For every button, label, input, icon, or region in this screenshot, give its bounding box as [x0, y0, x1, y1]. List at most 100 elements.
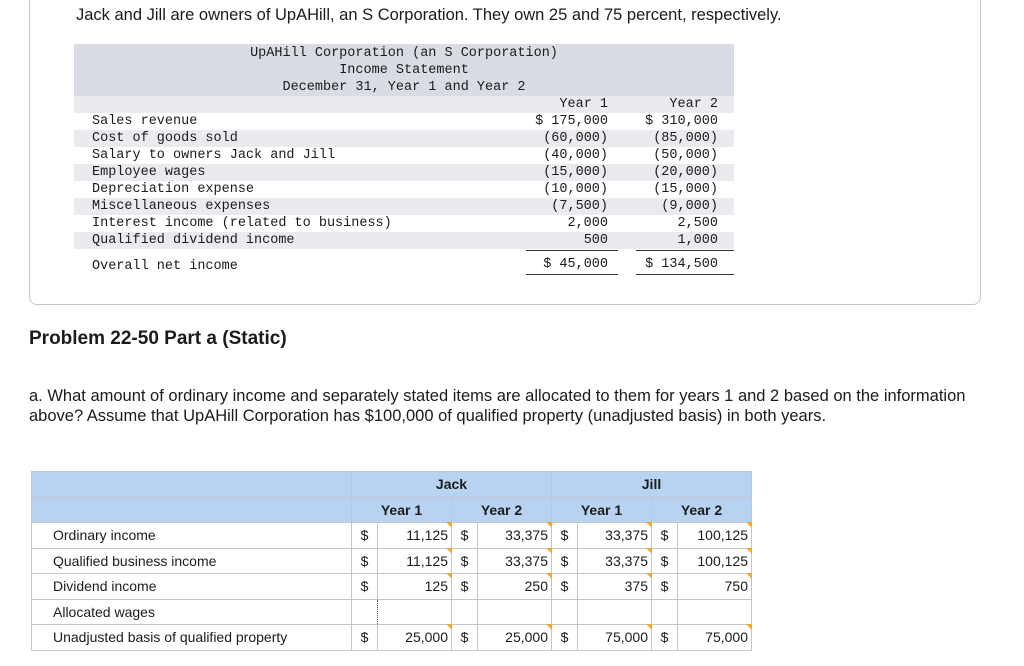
answer-input[interactable] [677, 598, 752, 625]
row-label: Employee wages [92, 165, 206, 180]
currency-symbol: $ [451, 573, 478, 600]
statement-row: Interest income (related to business) 2,… [74, 215, 734, 232]
row-year-1: $ 175,000 [535, 114, 608, 129]
answer-input[interactable]: 250 [477, 573, 553, 600]
currency-symbol [351, 598, 378, 625]
allocation-table: Jack Jill Year 1 Year 2 Year 1 Year 2 Or… [31, 471, 753, 651]
currency-symbol: $ [651, 624, 678, 651]
statement-row: Depreciation expense (10,000) (15,000) [74, 181, 734, 198]
currency-symbol: $ [551, 547, 578, 574]
row-year-2: (20,000) [653, 165, 718, 180]
row-label: Salary to owners Jack and Jill [92, 148, 336, 163]
answer-input[interactable]: 75,000 [677, 624, 753, 651]
row-label: Ordinary income [31, 522, 352, 549]
table-year-header-row: Year 1 Year 2 Year 1 Year 2 [31, 496, 752, 523]
row-label: Unadjusted basis of qualified property [31, 624, 352, 651]
column-year-2: Year 2 [669, 97, 718, 112]
row-year-1: (7,500) [551, 199, 608, 214]
currency-symbol: $ [651, 522, 678, 549]
currency-symbol: $ [551, 522, 578, 549]
answer-input[interactable] [377, 598, 452, 625]
row-label: Depreciation expense [92, 182, 255, 197]
answer-input[interactable]: 100,125 [677, 522, 753, 549]
statement-subtitle: Income Statement [339, 63, 469, 78]
total-label: Overall net income [92, 259, 238, 274]
row-year-1: 2,000 [567, 216, 608, 231]
statement-row: Salary to owners Jack and Jill (40,000) … [74, 147, 734, 164]
answer-input[interactable]: 100,125 [677, 547, 753, 574]
row-year-1: (15,000) [543, 165, 608, 180]
row-label: Allocated wages [31, 598, 352, 625]
currency-symbol: $ [551, 624, 578, 651]
currency-symbol: $ [451, 624, 478, 651]
row-year-2: (85,000) [653, 131, 718, 146]
header-jack-year-1: Year 1 [351, 496, 452, 523]
row-label: Cost of goods sold [92, 131, 238, 146]
currency-symbol: $ [651, 547, 678, 574]
header-empty-cell [31, 496, 352, 523]
row-label: Qualified dividend income [92, 233, 295, 248]
double-underline-year-1 [526, 274, 618, 275]
header-jack: Jack [351, 471, 552, 498]
answer-input[interactable]: 33,375 [477, 522, 553, 549]
row-year-1: (10,000) [543, 182, 608, 197]
currency-symbol: $ [451, 522, 478, 549]
total-year-1: $ 45,000 [543, 257, 608, 272]
answer-input[interactable]: 33,375 [477, 547, 553, 574]
row-label: Qualified business income [31, 547, 352, 574]
answer-input[interactable]: 25,000 [377, 624, 453, 651]
answer-input[interactable]: 33,375 [577, 522, 653, 549]
currency-symbol: $ [551, 573, 578, 600]
table-row: Qualified business income $ 11,125 $ 33,… [31, 547, 753, 574]
currency-symbol: $ [351, 522, 378, 549]
statement-total-row: Overall net income $ 45,000 $ 134,500 [74, 256, 734, 274]
currency-symbol: $ [351, 624, 378, 651]
underline-year-1 [526, 250, 618, 251]
answer-input[interactable]: 11,125 [377, 547, 453, 574]
statement-row: Sales revenue $ 175,000 $ 310,000 [74, 113, 734, 130]
statement-card [29, 0, 981, 305]
currency-symbol: $ [451, 547, 478, 574]
row-label: Miscellaneous expenses [92, 199, 271, 214]
column-year-1: Year 1 [559, 97, 608, 112]
table-row: Dividend income $ 125 $ 250 $ 375 $ 750 [31, 573, 753, 600]
column-header-row: Year 1 Year 2 [74, 96, 734, 113]
statement-header [74, 44, 734, 96]
answer-input[interactable]: 33,375 [577, 547, 653, 574]
header-jill: Jill [551, 471, 752, 498]
row-label: Interest income (related to business) [92, 216, 392, 231]
row-year-2: (15,000) [653, 182, 718, 197]
underline-year-2 [636, 250, 734, 251]
total-year-2: $ 134,500 [645, 257, 718, 272]
table-row: Unadjusted basis of qualified property $… [31, 624, 753, 651]
question-text: a. What amount of ordinary income and se… [29, 387, 966, 425]
currency-symbol: $ [651, 573, 678, 600]
row-year-2: (9,000) [661, 199, 718, 214]
statement-title: UpAHill Corporation (an S Corporation) [250, 46, 558, 61]
row-label: Dividend income [31, 573, 352, 600]
row-year-1: (60,000) [543, 131, 608, 146]
intro-text: Jack and Jill are owners of UpAHill, an … [76, 6, 782, 24]
table-group-header-row: Jack Jill [31, 471, 752, 498]
header-jack-year-2: Year 2 [451, 496, 552, 523]
answer-input[interactable]: 375 [577, 573, 653, 600]
answer-input[interactable]: 125 [377, 573, 453, 600]
statement-row: Miscellaneous expenses (7,500) (9,000) [74, 198, 734, 215]
answer-input[interactable]: 75,000 [577, 624, 653, 651]
statement-row: Qualified dividend income 500 1,000 [74, 232, 734, 249]
problem-title: Problem 22-50 Part a (Static) [29, 328, 287, 349]
answer-input[interactable]: 11,125 [377, 522, 453, 549]
statement-row: Cost of goods sold (60,000) (85,000) [74, 130, 734, 147]
double-underline-year-2 [636, 274, 734, 275]
currency-symbol [451, 598, 478, 625]
answer-input[interactable]: 25,000 [477, 624, 553, 651]
answer-input[interactable] [577, 598, 652, 625]
row-label: Sales revenue [92, 114, 198, 129]
currency-symbol [551, 598, 578, 625]
statement-date: December 31, Year 1 and Year 2 [282, 80, 526, 95]
answer-input[interactable] [477, 598, 552, 625]
row-year-1: 500 [583, 233, 608, 248]
row-year-2: $ 310,000 [645, 114, 718, 129]
answer-input[interactable]: 750 [677, 573, 753, 600]
header-jill-year-2: Year 2 [651, 496, 752, 523]
